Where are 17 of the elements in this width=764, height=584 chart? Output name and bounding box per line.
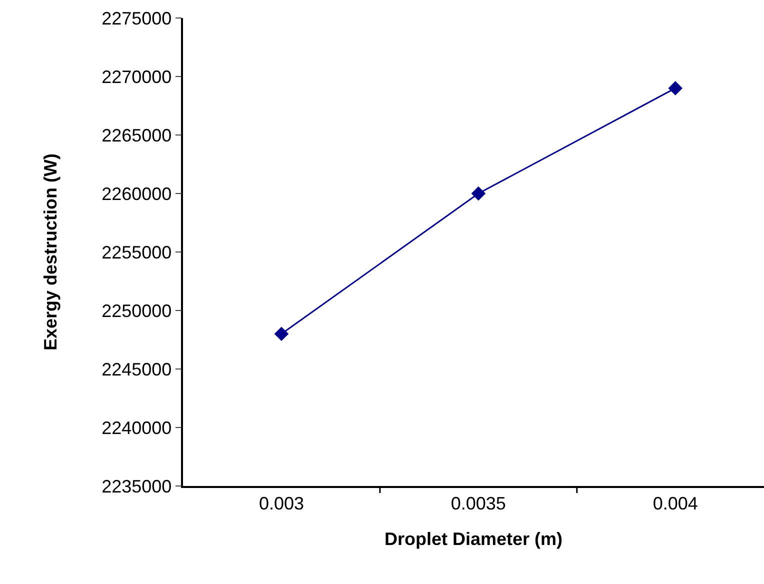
y-tick-label: 2270000 [102,66,172,87]
y-tick-label: 2275000 [102,8,172,28]
x-tick-label: 0.004 [652,493,698,514]
y-tick-label: 2245000 [102,359,172,380]
x-tick-label: 0.003 [258,493,304,514]
y-tick-label: 2240000 [102,418,172,438]
point [668,81,683,96]
x-tick-label: 0.0035 [450,493,506,514]
point [471,186,486,201]
y-tick-label: 2260000 [102,184,172,204]
point [274,326,289,342]
y-tick-label: 2250000 [102,300,172,321]
y-axis-title: Exergy destruction (W) [40,153,60,351]
x-axis-title: Droplet Diameter (m) [384,528,563,549]
y-tick-label: 2255000 [102,242,172,262]
y-tick-label: 2265000 [102,125,172,146]
y-tick-label: 2235000 [102,476,172,496]
